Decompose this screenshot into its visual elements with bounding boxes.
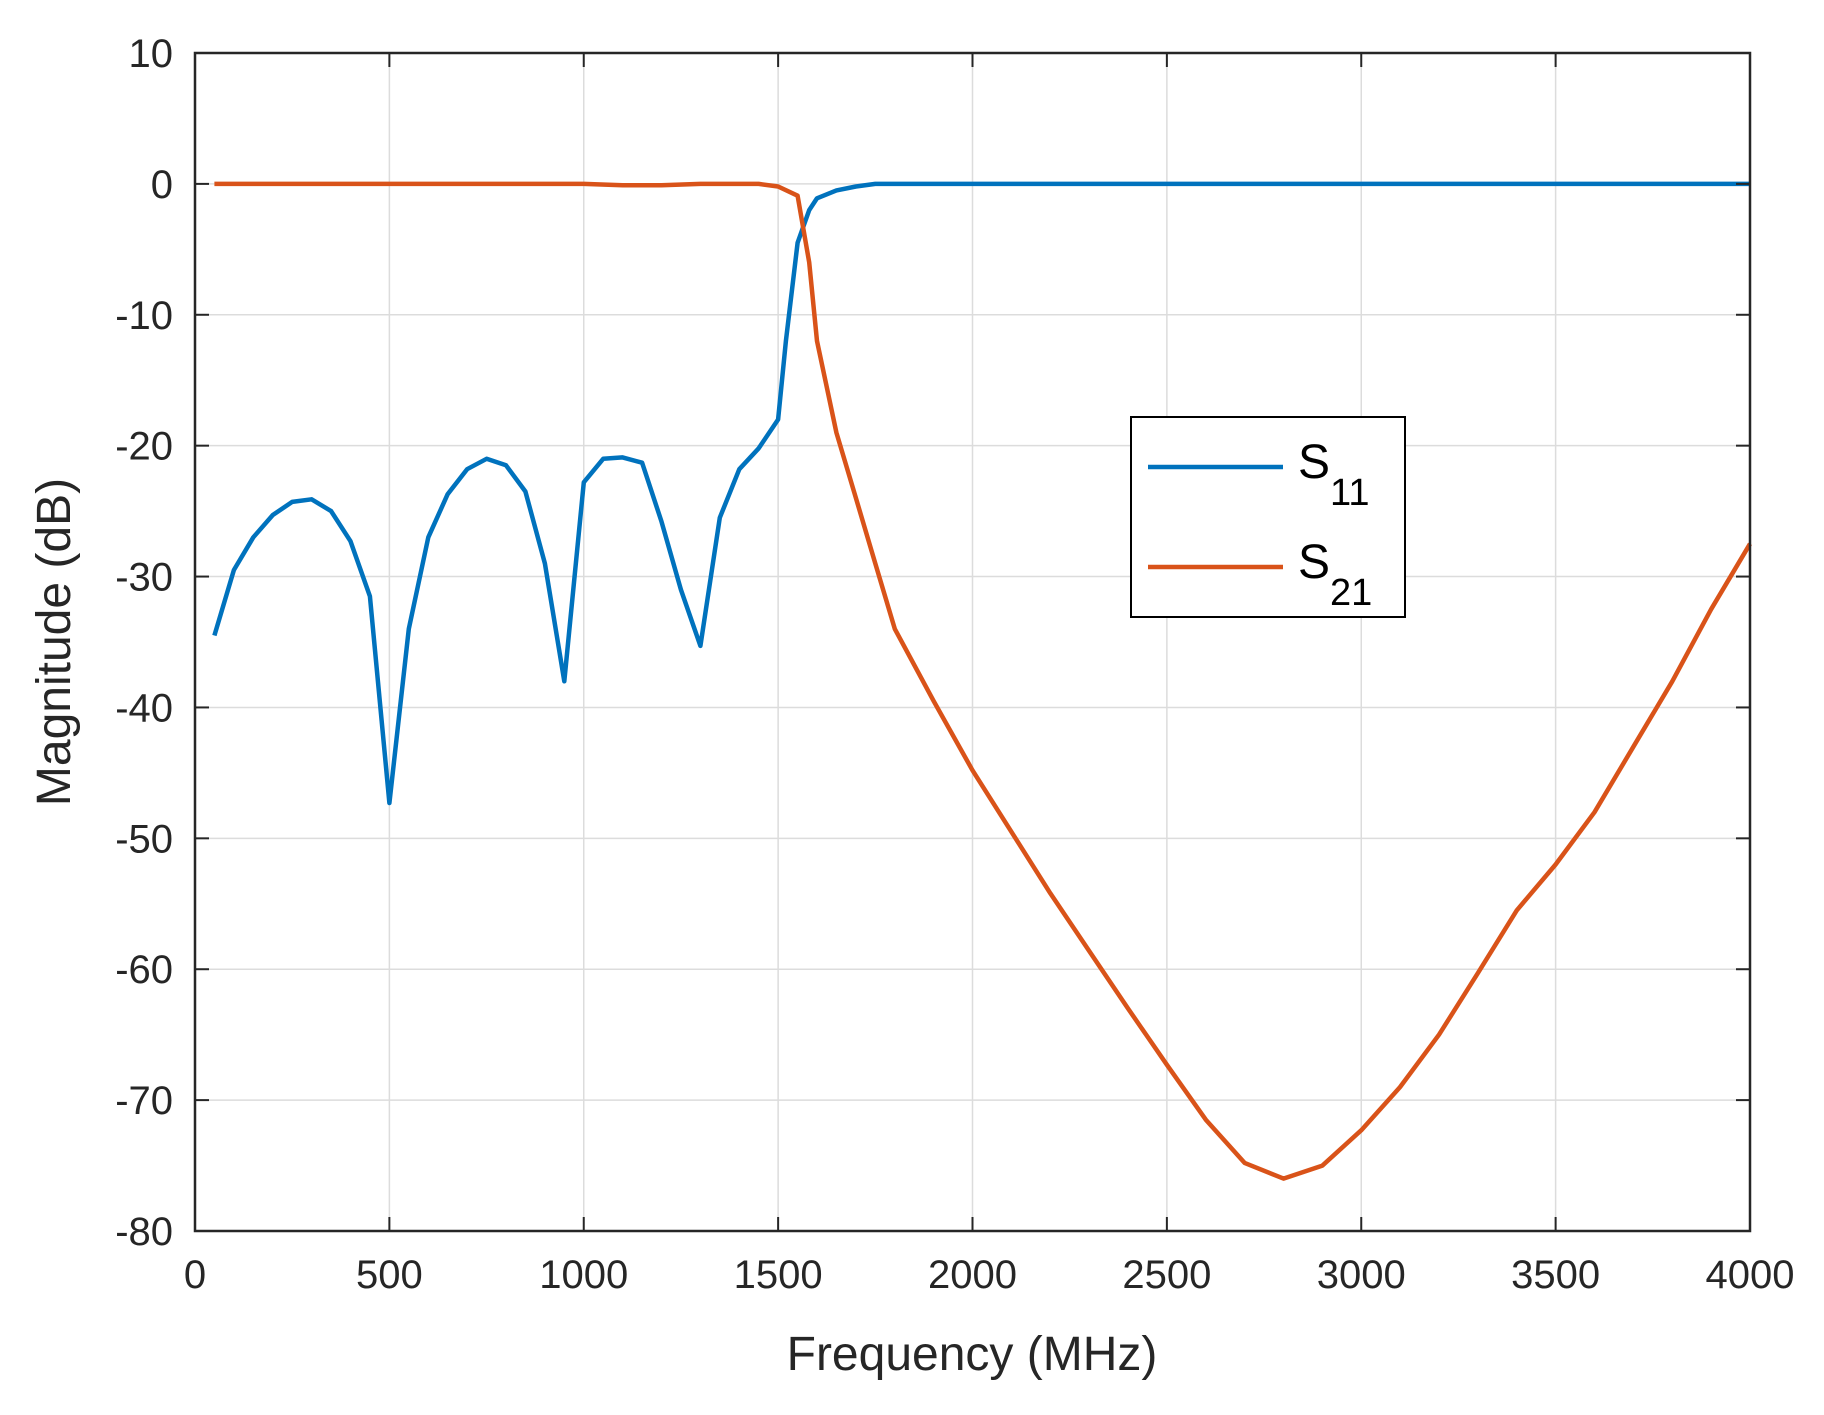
y-tick-label--40: -40	[115, 686, 173, 730]
legend: S11 S21	[1130, 416, 1406, 618]
y-axis-title: Magnitude (dB)	[28, 478, 81, 806]
y-tick-label--20: -20	[115, 425, 173, 469]
y-tick-label--50: -50	[115, 817, 173, 861]
legend-s21-sub: 21	[1330, 572, 1372, 614]
y-tick-label--10: -10	[115, 294, 173, 338]
legend-s11-sub: 11	[1330, 472, 1369, 514]
x-tick-label-3000: 3000	[1317, 1253, 1406, 1297]
series-line-s11	[212, 181, 1750, 806]
legend-box	[1130, 416, 1406, 618]
ticks	[194, 52, 1751, 1232]
x-tick-label-2500: 2500	[1122, 1253, 1211, 1297]
x-tick-label-3500: 3500	[1511, 1253, 1600, 1297]
y-tick-label--60: -60	[115, 948, 173, 992]
y-tick-label--70: -70	[115, 1079, 173, 1123]
x-tick-label-1500: 1500	[734, 1253, 823, 1297]
y-tick-label-10: 10	[129, 32, 174, 76]
x-tick-label-4000: 4000	[1706, 1253, 1795, 1297]
series-layer	[212, 181, 1752, 1181]
legend-entry-s21: S21	[1298, 536, 1372, 614]
x-tick-label-2000: 2000	[928, 1253, 1017, 1297]
series-line-s21	[214, 181, 1752, 1181]
legend-s11-base: S	[1298, 436, 1330, 489]
y-tick-label--30: -30	[115, 556, 173, 600]
x-axis-title: Frequency (MHz)	[787, 1328, 1158, 1381]
legend-s21-base: S	[1298, 536, 1330, 589]
x-tick-label-500: 500	[356, 1253, 423, 1297]
y-tick-label--80: -80	[115, 1210, 173, 1254]
tick-labels: 0 500 1000 1500 2000 2500 3000 3500 4000 10 0 -10 -2…	[115, 32, 1794, 1297]
x-tick-label-1000: 1000	[539, 1253, 628, 1297]
y-tick-label-0: 0	[151, 163, 173, 207]
x-tick-label-0: 0	[184, 1253, 206, 1297]
legend-entry-s11: S11	[1298, 436, 1369, 514]
